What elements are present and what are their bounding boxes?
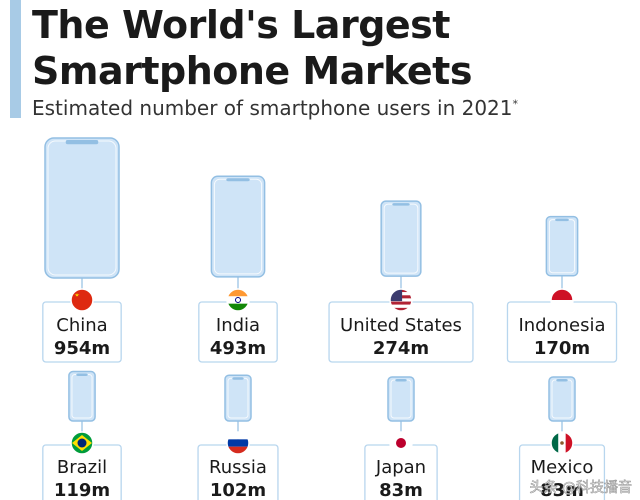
phone-notch [395,379,407,382]
phone-bar [380,200,422,277]
phone-bar [224,374,252,422]
subtitle-text: Estimated number of smartphone users in … [32,96,513,120]
indonesia-flag-icon [551,289,573,311]
value-label: 493m [210,338,266,359]
china-flag-icon [71,289,93,311]
value-label: 83m [379,480,423,500]
phone-bar [387,376,415,422]
phone-bar [210,175,266,278]
phone-notch [555,218,569,222]
russia-flag-icon [227,432,249,454]
value-label: 119m [54,480,110,500]
phone-bar [68,370,96,422]
phone-notch [65,140,99,145]
mexico-flag-icon [551,432,573,454]
india-flag-icon [227,289,249,311]
country-label: China [56,315,107,336]
country-label: Mexico [531,457,594,478]
value-label: 954m [54,338,110,359]
title-line-2: Smartphone Markets [32,49,472,93]
country-label: Russia [209,457,267,478]
footnote-mark: * [512,97,519,111]
value-label: 170m [534,338,590,359]
phone-notch [392,203,410,206]
chart-subtitle: Estimated number of smartphone users in … [32,96,518,120]
title-line-1: The World's Largest [32,3,450,47]
country-label: India [216,315,260,336]
watermark: 头条 @科技播音 [530,479,632,496]
phone-notch [76,373,88,377]
country-label: Indonesia [518,315,605,336]
japan-flag-icon [390,432,412,454]
phone-bar [44,137,120,279]
accent-bar [10,0,21,118]
phone-notch [232,377,244,380]
value-label: 274m [373,338,429,359]
phone-notch [556,379,568,382]
brazil-flag-icon [71,432,93,454]
value-label: 102m [210,480,266,500]
phone-notch [226,178,250,182]
country-label: Brazil [57,457,107,478]
phone-bar [548,376,576,422]
phone-bar [545,215,579,277]
value-label: 83m [540,480,584,500]
country-label: Japan [375,457,426,478]
chart-title: The World's Largest Smartphone Markets [32,2,472,94]
country-label: United States [340,315,462,336]
